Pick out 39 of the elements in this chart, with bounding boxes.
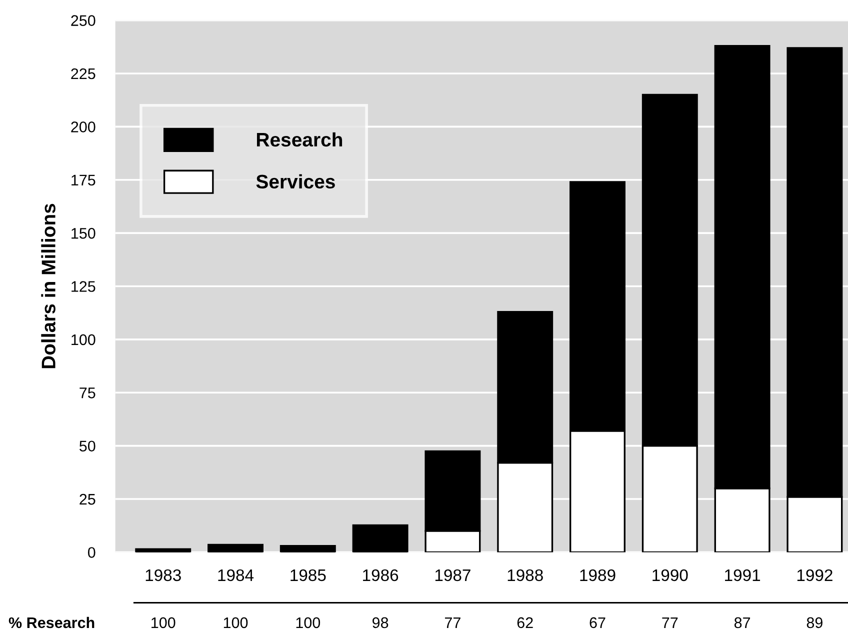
y-tick-label: 0 (88, 547, 96, 558)
text: 100 (224, 617, 248, 628)
x-tick-label: 1990 (652, 569, 688, 582)
y-tick-label: 25 (80, 494, 96, 505)
text: % Research (8, 616, 94, 628)
x-tick-label: 1988 (508, 569, 543, 582)
text: 77 (444, 617, 460, 628)
x-tick-label: 1985 (290, 569, 326, 582)
y-tick-label: 200 (71, 122, 96, 132)
text: 100 (296, 617, 320, 628)
y-tick-label: 175 (72, 174, 96, 186)
y-tick-label: 150 (72, 228, 96, 239)
y-axis-title: Dollars in Millions (41, 204, 56, 368)
y-tick-label: 250 (71, 15, 96, 26)
text: 77 (662, 617, 678, 628)
x-tick-label: 1987 (435, 569, 470, 582)
y-tick-label: 50 (80, 440, 96, 452)
legend-label: Services (256, 174, 335, 189)
text: 87 (734, 617, 750, 628)
x-tick-label: 1989 (580, 569, 616, 582)
y-tick-label: 75 (80, 388, 96, 398)
bar (280, 544, 336, 552)
text: 98 (372, 617, 388, 628)
text: 89 (806, 617, 822, 628)
x-tick-label: 1983 (146, 569, 181, 582)
text: 100 (152, 617, 176, 628)
legend-label: Research (256, 132, 342, 147)
x-tick-label: 1986 (363, 569, 398, 582)
text: 62 (517, 617, 533, 628)
y-tick-label: 225 (71, 68, 96, 80)
y-tick-label: 100 (72, 334, 96, 346)
y-tick-label: 125 (72, 281, 96, 292)
bar (208, 544, 264, 552)
text: 67 (590, 617, 606, 628)
x-tick-label: 1991 (725, 569, 760, 582)
bar (135, 548, 192, 552)
bar (352, 524, 408, 552)
x-tick-label: 1992 (797, 569, 832, 582)
x-tick-label: 1984 (218, 569, 254, 582)
